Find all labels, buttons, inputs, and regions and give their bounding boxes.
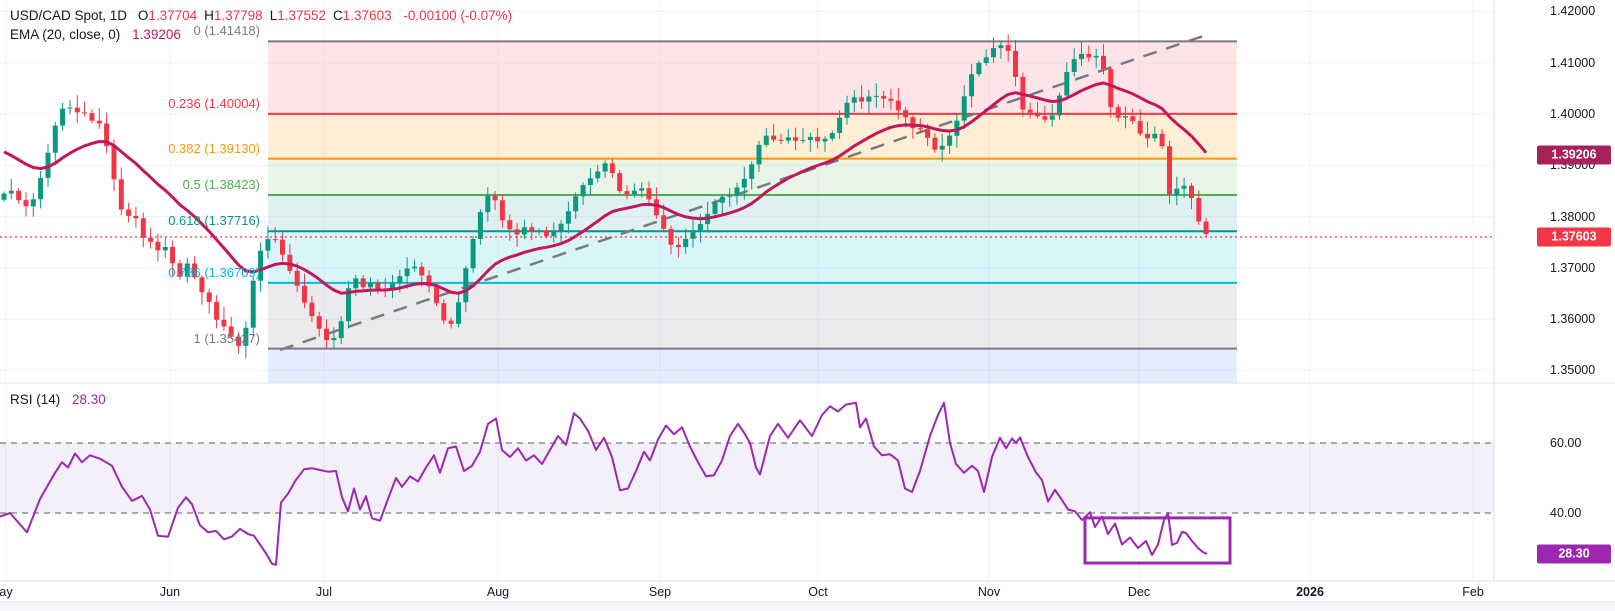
- rsi-band: [0, 442, 1494, 514]
- candlestick-series[interactable]: [1, 34, 1209, 359]
- rsi-annotation-box[interactable]: [1083, 516, 1232, 565]
- trendline[interactable]: [279, 34, 1204, 352]
- time-grid: [5, 0, 1474, 581]
- fib-retracement[interactable]: [268, 40, 1237, 383]
- ema-line[interactable]: [3, 81, 1208, 295]
- rsi-line[interactable]: [0, 401, 1208, 566]
